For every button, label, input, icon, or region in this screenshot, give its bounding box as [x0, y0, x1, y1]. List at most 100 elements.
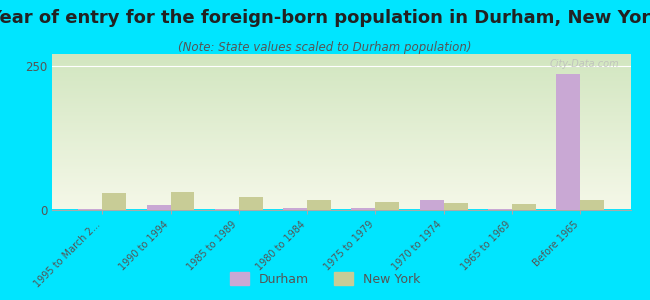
- Bar: [52, 167, 630, 168]
- Bar: [52, 127, 630, 128]
- Bar: [52, 178, 630, 179]
- Bar: [52, 199, 630, 200]
- Bar: [102, 193, 126, 210]
- Bar: [52, 80, 630, 81]
- Bar: [52, 170, 630, 171]
- Bar: [52, 99, 630, 100]
- Bar: [52, 136, 630, 137]
- Bar: [52, 195, 630, 196]
- Bar: [52, 84, 630, 85]
- Bar: [52, 189, 630, 190]
- Bar: [52, 117, 630, 118]
- Bar: [52, 112, 630, 113]
- Bar: [52, 56, 630, 57]
- Bar: [52, 95, 630, 96]
- Bar: [52, 162, 630, 163]
- Bar: [52, 156, 630, 157]
- Bar: [78, 209, 102, 210]
- Bar: [52, 88, 630, 89]
- Bar: [52, 129, 630, 130]
- Bar: [52, 115, 630, 116]
- Bar: [52, 126, 630, 127]
- Bar: [52, 54, 630, 55]
- Bar: [52, 73, 630, 74]
- Bar: [512, 204, 536, 210]
- Bar: [52, 174, 630, 175]
- Bar: [52, 79, 630, 80]
- Bar: [52, 202, 630, 203]
- Bar: [52, 85, 630, 86]
- Bar: [52, 151, 630, 152]
- Bar: [52, 103, 630, 104]
- Bar: [52, 203, 630, 204]
- Bar: [52, 191, 630, 192]
- Bar: [52, 145, 630, 146]
- Bar: [52, 148, 630, 149]
- Bar: [444, 203, 467, 210]
- Bar: [52, 63, 630, 64]
- Bar: [52, 93, 630, 94]
- Legend: Durham, New York: Durham, New York: [225, 267, 425, 291]
- Bar: [580, 200, 605, 210]
- Bar: [52, 137, 630, 138]
- Bar: [52, 154, 630, 155]
- Text: Year of entry for the foreign-born population in Durham, New York: Year of entry for the foreign-born popul…: [0, 9, 650, 27]
- Bar: [52, 182, 630, 183]
- Bar: [52, 131, 630, 132]
- Bar: [52, 133, 630, 134]
- Bar: [52, 74, 630, 75]
- Bar: [52, 160, 630, 161]
- Bar: [52, 98, 630, 99]
- Bar: [52, 78, 630, 79]
- Bar: [307, 200, 331, 210]
- Bar: [52, 53, 630, 54]
- Bar: [52, 198, 630, 199]
- Bar: [52, 155, 630, 156]
- Bar: [52, 175, 630, 176]
- Bar: [52, 119, 630, 120]
- Bar: [52, 161, 630, 162]
- Bar: [52, 197, 630, 198]
- Bar: [52, 65, 630, 66]
- Bar: [52, 206, 630, 207]
- Bar: [52, 173, 630, 174]
- Bar: [52, 132, 630, 133]
- Bar: [52, 120, 630, 121]
- Bar: [52, 69, 630, 70]
- Text: City-Data.com: City-Data.com: [549, 59, 619, 69]
- Bar: [52, 171, 630, 172]
- Bar: [52, 96, 630, 97]
- Bar: [52, 100, 630, 101]
- Bar: [52, 111, 630, 112]
- Bar: [52, 164, 630, 165]
- Bar: [52, 97, 630, 98]
- Bar: [52, 118, 630, 119]
- Bar: [52, 130, 630, 131]
- Bar: [52, 190, 630, 191]
- Bar: [52, 186, 630, 187]
- Bar: [52, 134, 630, 135]
- Bar: [52, 121, 630, 122]
- Bar: [52, 92, 630, 93]
- Bar: [52, 107, 630, 108]
- Bar: [170, 191, 194, 210]
- Bar: [52, 152, 630, 153]
- Bar: [52, 163, 630, 164]
- Bar: [52, 61, 630, 62]
- Bar: [52, 72, 630, 73]
- Bar: [52, 125, 630, 126]
- Bar: [52, 165, 630, 166]
- Bar: [52, 124, 630, 125]
- Bar: [52, 179, 630, 180]
- Bar: [52, 70, 630, 71]
- Bar: [147, 206, 170, 210]
- Bar: [52, 188, 630, 189]
- Bar: [52, 204, 630, 205]
- Bar: [52, 138, 630, 139]
- Bar: [52, 147, 630, 148]
- Bar: [52, 128, 630, 129]
- Bar: [52, 142, 630, 143]
- Bar: [52, 176, 630, 177]
- Bar: [52, 55, 630, 56]
- Bar: [376, 202, 399, 210]
